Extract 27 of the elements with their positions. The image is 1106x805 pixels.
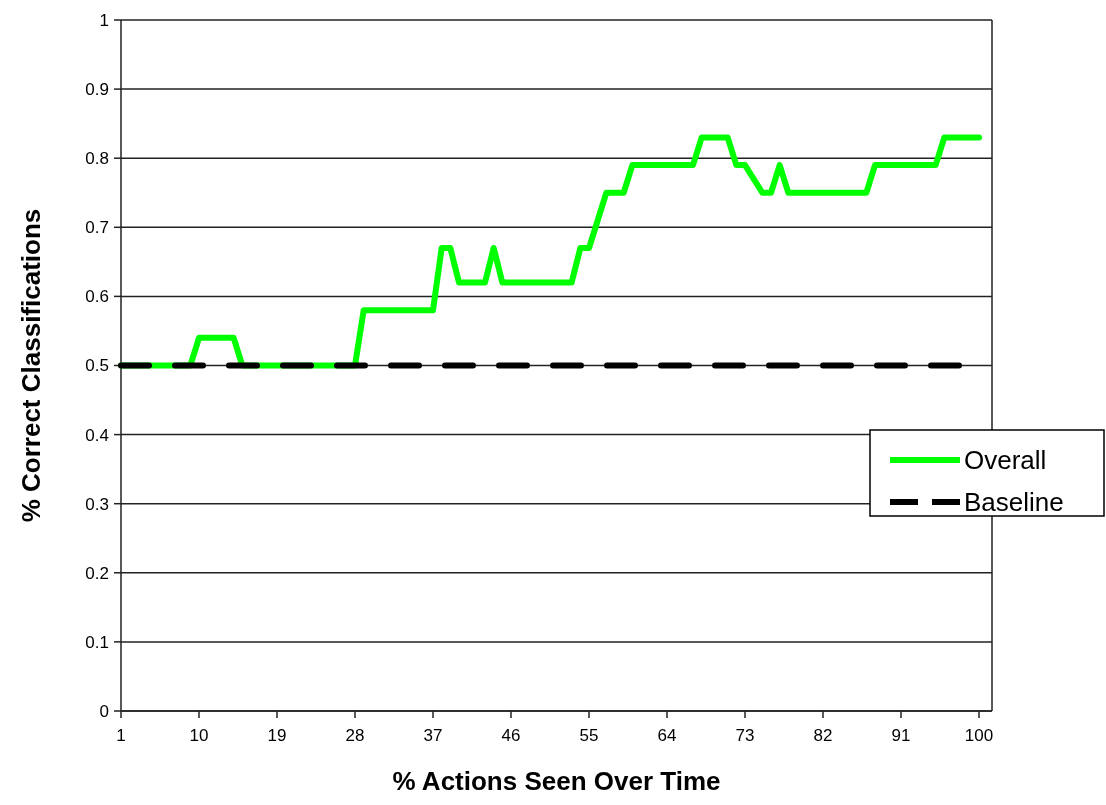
y-axis-title: % Correct Classifications xyxy=(16,208,46,523)
x-tick-label: 28 xyxy=(345,726,365,745)
x-tick-label: 91 xyxy=(891,726,911,745)
y-tick-label: 0.5 xyxy=(85,356,109,376)
legend-label: Overall xyxy=(964,445,1047,476)
x-tick-label: 55 xyxy=(579,726,599,745)
x-tick-label: 73 xyxy=(735,726,755,745)
y-tick-label: 0.9 xyxy=(85,80,109,100)
x-tick-label: 10 xyxy=(189,726,209,745)
y-tick-label: 1 xyxy=(99,10,109,30)
y-tick-label: 0.3 xyxy=(85,494,109,514)
x-tick-label: 19 xyxy=(267,726,287,745)
x-axis-title: % Actions Seen Over Time xyxy=(392,766,721,796)
y-tick-label: 0.7 xyxy=(85,218,109,238)
y-tick-label: 0.6 xyxy=(85,287,109,307)
x-tick-label: 64 xyxy=(657,726,677,745)
y-tick-label: 0.2 xyxy=(85,563,109,583)
x-tick-label: 82 xyxy=(813,726,833,745)
x-tick-label: 100 xyxy=(964,726,994,745)
x-tick-label: 46 xyxy=(501,726,521,745)
y-tick-label: 0.4 xyxy=(85,425,109,445)
x-tick-label: 37 xyxy=(423,726,443,745)
legend-label: Baseline xyxy=(964,487,1064,518)
y-tick-label: 0 xyxy=(99,701,109,721)
x-tick-label: 1 xyxy=(116,726,126,745)
y-tick-label: 0.1 xyxy=(85,632,109,652)
y-tick-label: 0.8 xyxy=(85,149,109,169)
